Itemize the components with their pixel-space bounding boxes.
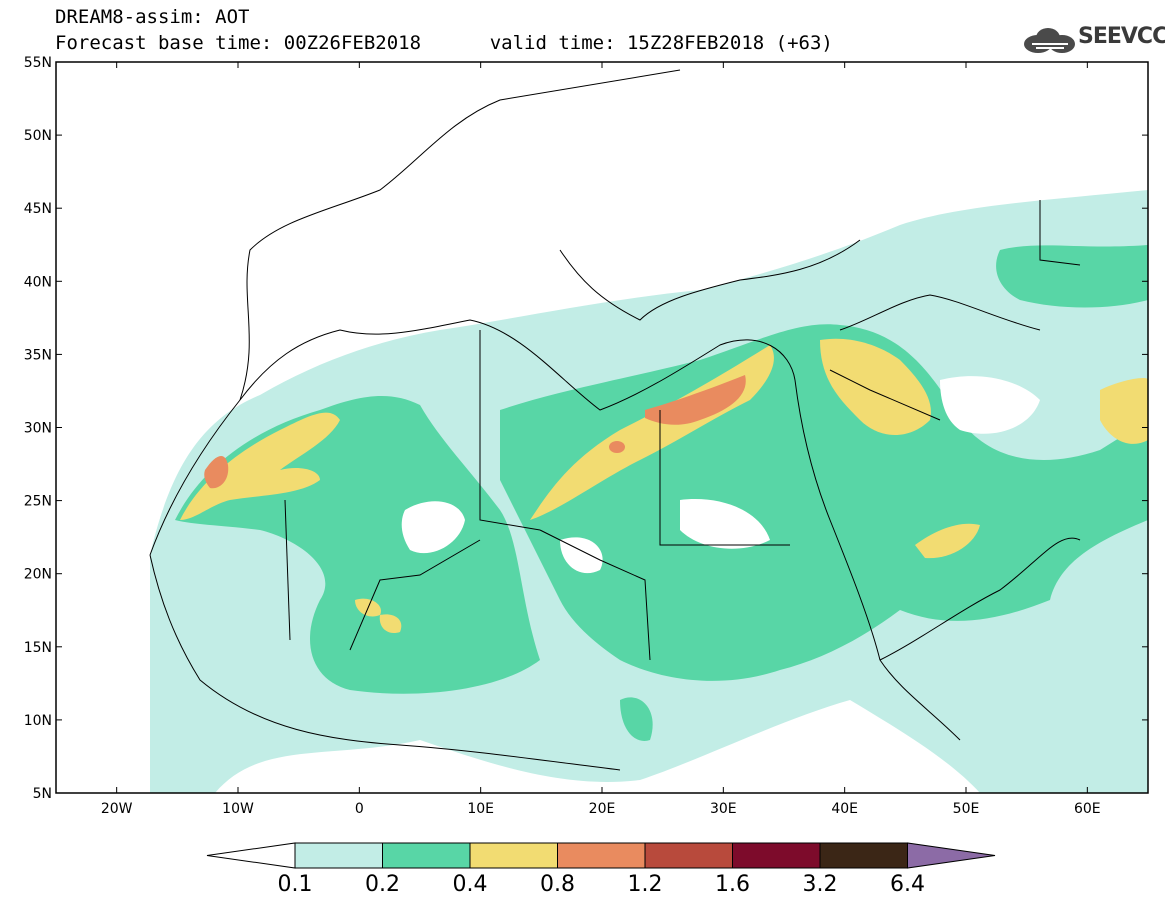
colorbar-segment: [382, 842, 471, 869]
lon-label: 0: [355, 801, 364, 817]
lat-label: 25N: [24, 494, 52, 510]
lat-label: 45N: [24, 201, 52, 217]
colorbar-segment: [469, 842, 558, 869]
colorbar-label: 1.2: [628, 872, 663, 897]
colorbar-segment: [732, 842, 821, 869]
colorbar: 0.1 0.2 0.4 0.8 1.2 1.6 3.2 6.4: [206, 842, 996, 897]
lat-label: 35N: [24, 347, 52, 363]
colorbar-segment: [294, 842, 383, 869]
lon-label: 40E: [831, 801, 858, 817]
lat-label: 30N: [24, 421, 52, 437]
lon-label: 10E: [467, 801, 494, 817]
lat-label: 10N: [24, 713, 52, 729]
colorbar-arrow-low: [206, 842, 296, 869]
cloud-logo-icon: [1024, 28, 1075, 53]
lat-label: 20N: [24, 567, 52, 583]
colorbar-segment: [557, 842, 646, 869]
colorbar-label: 0.4: [453, 872, 488, 897]
lon-label: 20W: [101, 801, 133, 817]
lat-label: 50N: [24, 128, 52, 144]
lon-label: 50E: [953, 801, 980, 817]
lon-label: 10W: [222, 801, 254, 817]
lon-label: 60E: [1074, 801, 1101, 817]
colorbar-label: 6.4: [890, 872, 925, 897]
colorbar-label: 0.1: [278, 872, 313, 897]
coastlines: [149, 69, 1081, 771]
aot-field: [56, 62, 1148, 793]
longitude-axis: 20W 10W 0 10E 20E 30E 40E 50E 60E: [101, 62, 1101, 817]
valid-time: valid time: 15Z28FEB2018 (+63): [489, 32, 833, 54]
lon-label: 20E: [589, 801, 616, 817]
logo-text: SEEVCCC: [1078, 24, 1165, 49]
colorbar-label: 0.8: [540, 872, 575, 897]
lon-label: 30E: [710, 801, 737, 817]
base-time: Forecast base time: 00Z26FEB2018: [55, 32, 422, 54]
lat-label: 15N: [24, 640, 52, 656]
colorbar-segment: [644, 842, 733, 869]
lat-label: 55N: [24, 55, 52, 71]
colorbar-label: 0.2: [365, 872, 400, 897]
colorbar-arrow-high: [907, 842, 996, 869]
latitude-axis: 55N 50N 45N 40N 35N 30N 25N 20N 15N 10N 5N: [24, 55, 1148, 802]
colorbar-label: 3.2: [803, 872, 838, 897]
colorbar-label: 1.6: [715, 872, 750, 897]
model-title: DREAM8-assim: AOT: [55, 6, 250, 28]
lat-label: 40N: [24, 274, 52, 290]
colorbar-segment: [819, 842, 908, 869]
forecast-time-line: Forecast base time: 00Z26FEB2018 valid t…: [55, 32, 833, 54]
lat-label: 5N: [33, 786, 52, 802]
